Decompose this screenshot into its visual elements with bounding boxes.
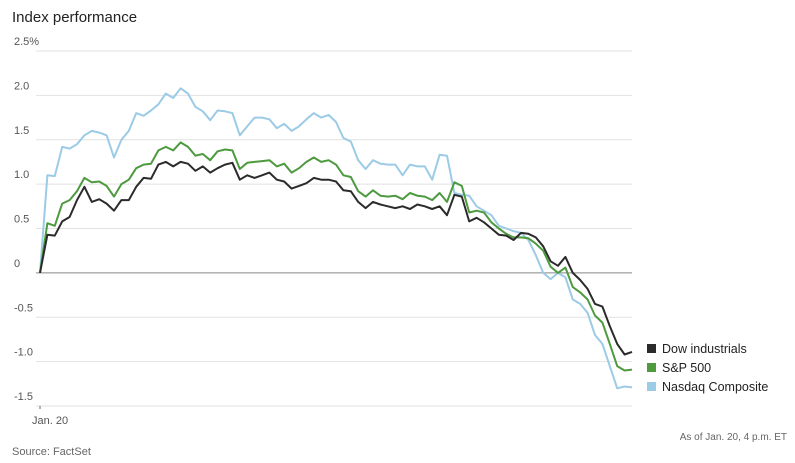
series-line <box>39 141 633 372</box>
series-line <box>39 87 633 390</box>
y-tick-label: -1.0 <box>14 347 33 359</box>
y-tick-label: -0.5 <box>14 302 33 314</box>
y-tick-label: 2.0 <box>14 80 29 92</box>
series-line <box>39 160 633 356</box>
legend-swatch <box>647 344 656 353</box>
legend-swatch <box>647 363 656 372</box>
note: As of Jan. 20, 4 p.m. ET <box>680 432 787 443</box>
x-tick-label: Jan. 20 <box>32 415 68 427</box>
legend-label: Dow industrials <box>662 342 747 356</box>
y-tick-label: 0 <box>14 258 20 270</box>
y-tick-label: 2.5% <box>14 36 39 48</box>
legend-swatch <box>647 382 656 391</box>
source: Source: FactSet <box>12 446 91 458</box>
y-tick-label: -1.5 <box>14 391 33 403</box>
chart-title: Index performance <box>12 9 137 26</box>
legend-label: Nasdaq Composite <box>662 380 768 394</box>
y-tick-label: 0.5 <box>14 214 29 226</box>
y-tick-label: 1.5 <box>14 125 29 137</box>
legend-label: S&P 500 <box>662 361 711 375</box>
y-tick-label: 1.0 <box>14 169 29 181</box>
